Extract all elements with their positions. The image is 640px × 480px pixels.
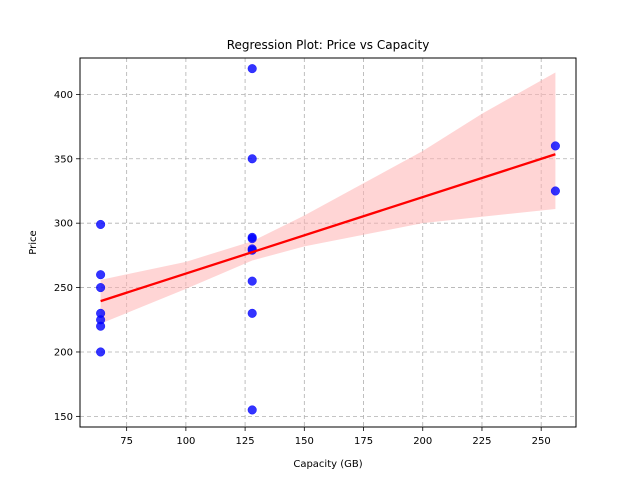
scatter-point [96,270,106,280]
y-tick-label: 250 [54,283,73,294]
scatter-point [247,405,257,415]
scatter-point [247,308,257,318]
x-tick-label: 175 [354,436,373,447]
scatter-point [550,141,560,151]
scatter-point [96,219,106,230]
confidence-band [100,72,556,324]
y-tick-label: 300 [54,219,73,230]
x-tick-label: 125 [236,436,255,447]
y-tick-label: 350 [54,154,73,165]
scatter-point [247,234,257,244]
x-tick-label: 200 [413,436,432,447]
chart-title: Regression Plot: Price vs Capacity [227,38,430,52]
scatter-point [247,64,257,74]
y-axis-ticks: 150 200 250 300 350 400 [54,90,80,423]
scatter-point [550,186,560,196]
x-axis-label: Capacity (GB) [293,459,362,470]
x-tick-label: 75 [120,436,133,447]
y-tick-label: 150 [54,412,73,423]
scatter-point [247,276,257,286]
scatter-point [96,321,106,331]
x-tick-label: 225 [472,436,491,447]
regression-line [100,153,556,303]
y-tick-label: 400 [54,90,73,101]
y-axis-label: Price [28,230,39,254]
scatter-point [247,154,257,164]
x-axis-ticks: 75 100 125 150 175 200 225 250 [120,427,551,447]
x-tick-label: 150 [295,436,314,447]
plot-frame [79,57,577,428]
x-tick-label: 100 [176,436,195,447]
scatter-point [96,347,106,357]
confidence-band-layer [100,72,556,324]
scatter-points [96,64,560,415]
y-tick-label: 200 [54,347,73,358]
regression-line-layer [100,153,556,303]
x-tick-label: 250 [532,436,551,447]
scatter-point [96,283,106,293]
